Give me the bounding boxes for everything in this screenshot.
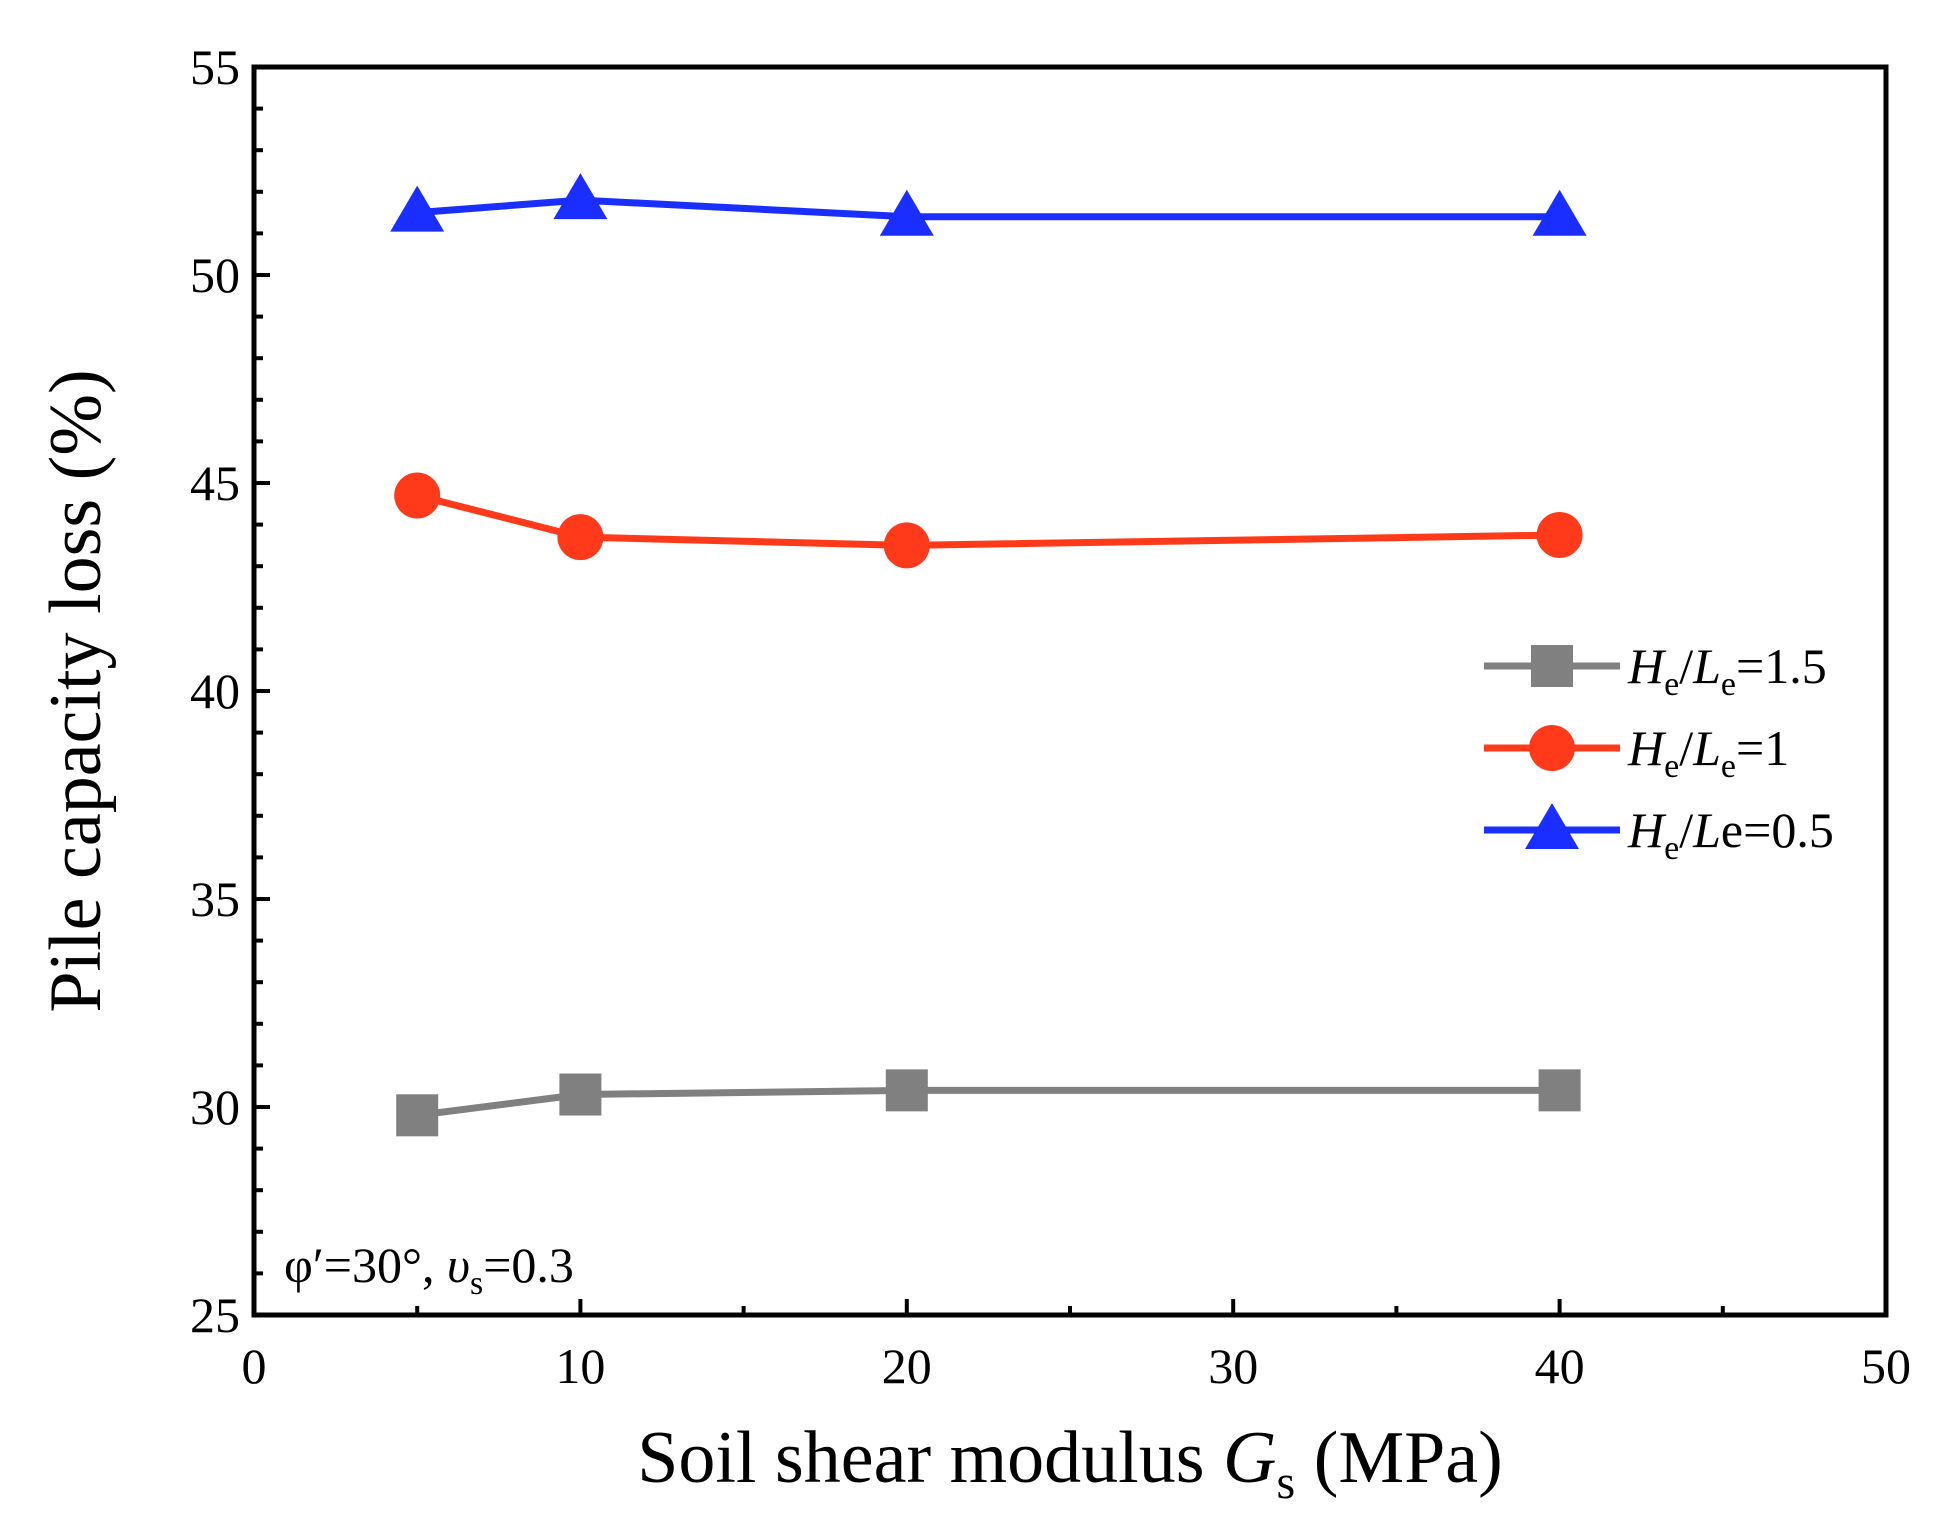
- series-3: [390, 173, 1587, 236]
- data-point: [883, 522, 930, 569]
- data-point: [1538, 1069, 1581, 1112]
- y-tick-label: 40: [190, 663, 240, 719]
- y-tick-label: 45: [190, 455, 240, 511]
- series-layer: [390, 173, 1587, 1137]
- data-point: [1532, 189, 1587, 236]
- legend-label-slash: /: [1679, 720, 1693, 776]
- x-axis-title-sub: s: [1277, 1456, 1296, 1509]
- legend-label-sub: e: [1664, 666, 1679, 703]
- legend-entry-2: He/Le=1: [1484, 720, 1789, 785]
- data-point: [396, 1094, 439, 1137]
- y-tick-label: 55: [190, 39, 240, 95]
- legend-label: He/Le=1: [1627, 720, 1789, 785]
- legend: He/Le=1.5He/Le=1He/Le=0.5: [1484, 638, 1834, 867]
- legend-label-sub: e: [1664, 830, 1679, 867]
- annotation-nu-val: =0.3: [483, 1237, 574, 1293]
- data-point: [394, 472, 441, 519]
- legend-marker: [1525, 803, 1579, 849]
- x-axis-title-unit: (MPa): [1295, 1417, 1503, 1499]
- series-1: [396, 1069, 1581, 1137]
- x-tick-label: 30: [1208, 1338, 1258, 1394]
- y-axis-title: Pile capacity loss (%): [35, 369, 117, 1012]
- series-line: [416, 492, 1560, 549]
- legend-label-l: L: [1692, 720, 1721, 776]
- legend-label: He/Le=1.5: [1627, 638, 1827, 703]
- series-line: [416, 1086, 1560, 1119]
- x-axis-title-main: Soil shear modulus: [637, 1417, 1223, 1499]
- y-tick-label: 50: [190, 247, 240, 303]
- y-tick-label: 30: [190, 1079, 240, 1135]
- legend-label-l: L: [1692, 638, 1721, 694]
- x-tick-label: 0: [242, 1338, 267, 1394]
- data-point: [885, 1069, 928, 1112]
- legend-label-slash: /: [1679, 802, 1693, 858]
- legend-label-slash: /: [1679, 638, 1693, 694]
- legend-label-h: H: [1627, 720, 1667, 776]
- legend-label-h: H: [1627, 638, 1667, 694]
- series-2: [394, 472, 1583, 569]
- legend-label-l: L: [1692, 802, 1721, 858]
- x-tick-label: 10: [555, 1338, 605, 1394]
- legend-label-sub: e: [1664, 748, 1679, 785]
- plot-frame: [251, 64, 1889, 1318]
- legend-label-sub: e: [1721, 748, 1736, 785]
- data-point: [1536, 512, 1583, 558]
- x-tick-label: 40: [1535, 1338, 1585, 1394]
- y-tick-label: 35: [190, 871, 240, 927]
- legend-label-h: H: [1627, 802, 1667, 858]
- x-axis-title-var: G: [1223, 1417, 1276, 1499]
- x-tick-label: 50: [1861, 1338, 1911, 1394]
- legend-marker: [1529, 725, 1575, 771]
- data-point: [559, 1073, 602, 1116]
- tick-labels: 0 10 20 30 40 50 25 30 35 40 45 50 55: [190, 39, 1911, 1394]
- legend-label: He/Le=0.5: [1627, 802, 1834, 867]
- legend-label-value: e=0.5: [1721, 802, 1834, 858]
- data-point: [553, 173, 608, 220]
- x-tick-label: 20: [882, 1338, 932, 1394]
- legend-label-value: =1.5: [1736, 638, 1827, 694]
- annotation-nu-sub: s: [470, 1265, 483, 1302]
- y-tick-label: 25: [190, 1287, 240, 1343]
- annotation: φ′=30°, υs=0.3: [284, 1237, 574, 1302]
- data-point: [557, 514, 604, 561]
- annotation-nu: υ: [447, 1237, 470, 1293]
- legend-marker: [1531, 645, 1573, 687]
- series-line: [416, 196, 1560, 221]
- x-axis-title: Soil shear modulus Gs (MPa): [637, 1417, 1503, 1509]
- data-point: [879, 189, 934, 236]
- legend-entry-1: He/Le=1.5: [1484, 638, 1827, 703]
- legend-entry-3: He/Le=0.5: [1484, 802, 1834, 867]
- annotation-phi: φ′=30°,: [284, 1237, 447, 1293]
- legend-label-sub: e: [1721, 666, 1736, 703]
- legend-label-value: =1: [1736, 720, 1789, 776]
- data-point: [390, 185, 445, 232]
